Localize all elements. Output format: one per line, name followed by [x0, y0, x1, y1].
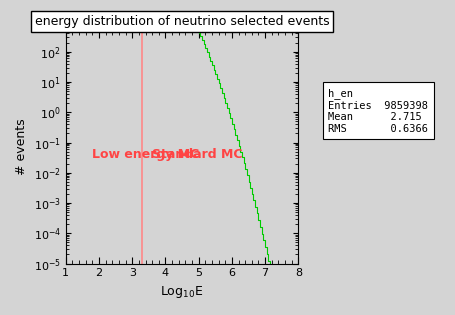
- Y-axis label: # events: # events: [15, 119, 28, 175]
- Text: h_en
Entries  9859398
Mean      2.715
RMS       0.6366: h_en Entries 9859398 Mean 2.715 RMS 0.63…: [328, 88, 427, 134]
- X-axis label: Log$_{10}$E: Log$_{10}$E: [160, 284, 203, 300]
- Title: energy distribution of neutrino selected events: energy distribution of neutrino selected…: [35, 15, 329, 28]
- Text: Low energy MC: Low energy MC: [92, 148, 199, 161]
- Text: Standard MC: Standard MC: [152, 148, 242, 161]
